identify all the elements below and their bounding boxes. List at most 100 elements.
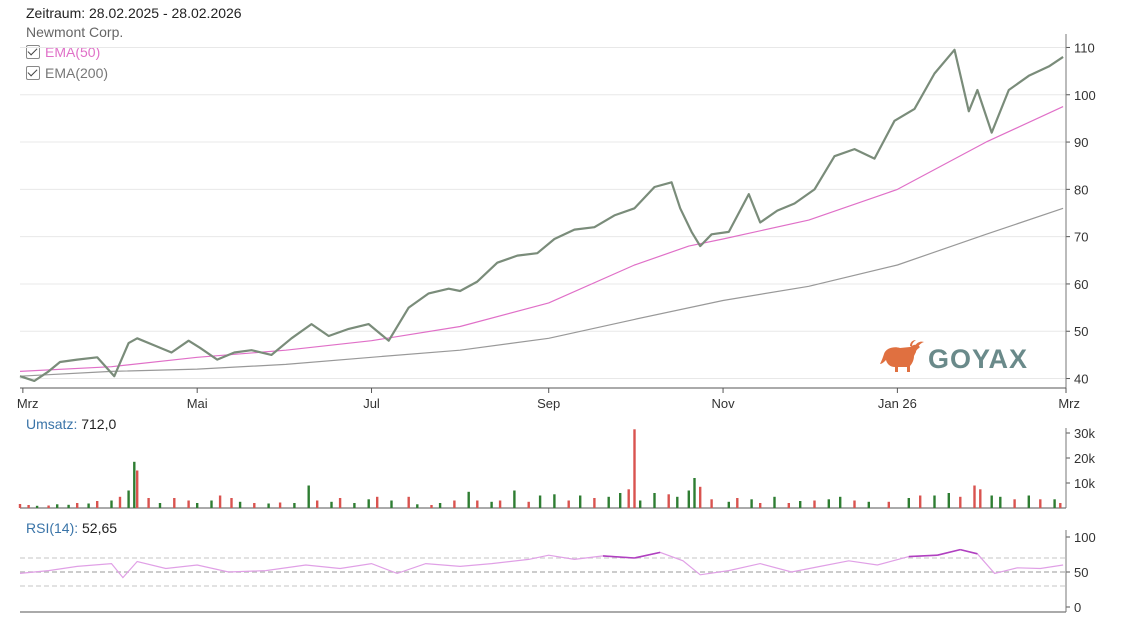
x-tick-label: Jan 26 (878, 396, 917, 411)
volume-bar (67, 504, 70, 509)
volume-bar (476, 500, 479, 508)
volume-bar (699, 486, 702, 509)
volume-bar (1027, 495, 1030, 508)
rsi-overbought-segment (937, 548, 961, 556)
volume-bar (527, 501, 530, 509)
volume-bar (1039, 499, 1042, 509)
price-tick-label: 80 (1074, 182, 1088, 197)
ema200-line (19, 207, 1064, 377)
volume-bar (467, 491, 470, 509)
volume-bar (759, 503, 762, 508)
rsi-series (19, 548, 1064, 579)
price-tick-label: 110 (1074, 40, 1095, 55)
rsi-label: RSI(14): 52,65 (26, 520, 117, 536)
volume-bar (919, 495, 922, 508)
volume-bar (947, 493, 950, 508)
volume-bar (173, 498, 176, 508)
goyax-wordmark: GOYAX (928, 344, 1028, 374)
volume-bar (979, 489, 982, 509)
volume-bar (736, 498, 739, 508)
volume-bars (18, 429, 1062, 509)
volume-bar (338, 498, 342, 508)
volume-label-value: 712,0 (81, 416, 117, 432)
price-grid (20, 46, 1066, 380)
volume-bar (498, 500, 502, 508)
volume-bar (47, 505, 50, 508)
volume-bar (187, 500, 190, 508)
volume-bar (490, 501, 493, 509)
rsi-label-value: 52,65 (82, 520, 118, 536)
volume-bar (438, 503, 442, 508)
legend-item-ema50[interactable]: EMA(50) (26, 43, 100, 61)
volume-bar (87, 503, 90, 508)
price-series (19, 48, 1064, 382)
rsi-overbought-segment (634, 551, 661, 559)
volume-bar (633, 429, 636, 509)
volume-bar (367, 499, 370, 509)
volume-bar (667, 494, 670, 509)
volume-bar (887, 501, 890, 509)
volume-bar (727, 501, 730, 509)
x-axis: Mrz Mai Jul Sep Nov Jan 26 Mrz (17, 387, 1080, 411)
legend-label-ema50: EMA(50) (45, 44, 101, 60)
price-axis: 40 50 60 70 80 90 100 110 (1065, 34, 1096, 388)
legend-label-ema200: EMA(200) (45, 65, 109, 81)
volume-bar (567, 500, 570, 508)
volume-bar (376, 496, 379, 509)
volume-bar (35, 505, 39, 509)
volume-bar (687, 490, 690, 508)
volume-label-name: Umsatz: (26, 416, 78, 432)
rsi-grid (20, 557, 1066, 613)
volume-bar (959, 496, 962, 509)
x-tick-label: Sep (537, 396, 560, 411)
volume-bar (907, 498, 910, 508)
volume-bar (990, 495, 993, 508)
volume-bar (799, 501, 802, 508)
volume-bar (676, 496, 679, 509)
volume-bar (18, 504, 22, 508)
volume-bar (230, 498, 233, 508)
volume-bar (513, 490, 516, 508)
volume-bar (607, 496, 610, 509)
volume-bar (1053, 499, 1056, 509)
volume-bar (999, 496, 1002, 509)
rsi-line (19, 548, 1064, 579)
volume-bar (593, 498, 596, 508)
volume-bar (538, 495, 542, 508)
volume-bar (750, 499, 753, 509)
volume-bar (196, 503, 199, 508)
x-tick-label: Mai (187, 396, 208, 411)
period-label: Zeitraum: 28.02.2025 - 28.02.2026 (26, 5, 242, 21)
price-tick-label: 70 (1074, 230, 1088, 245)
volume-bar (693, 478, 696, 508)
rsi-tick-label: 50 (1074, 565, 1088, 580)
volume-bar (710, 499, 713, 509)
volume-bar (127, 490, 130, 508)
price-tick-label: 50 (1074, 324, 1088, 339)
rsi-overbought-segment (602, 555, 635, 559)
volume-bar (639, 500, 642, 508)
rsi-tick-label: 100 (1074, 530, 1096, 545)
rsi-overbought-segment (908, 554, 938, 558)
volume-bar (218, 495, 222, 508)
x-tick-label: Mrz (17, 396, 39, 411)
instrument-name: Newmont Corp. (26, 24, 124, 40)
x-tick-label: Jul (363, 396, 380, 411)
legend-item-ema200[interactable]: EMA(200) (26, 64, 108, 82)
volume-bar (653, 493, 656, 508)
volume-bar (253, 503, 256, 508)
x-tick-label: Nov (711, 396, 735, 411)
volume-bar (278, 502, 282, 508)
rsi-label-name: RSI(14): (26, 520, 79, 536)
checkbox-ema200[interactable] (26, 66, 40, 80)
volume-bar (238, 501, 242, 509)
volume-axis: 10k 20k 30k (1065, 426, 1095, 508)
price-tick-label: 60 (1074, 277, 1088, 292)
checkbox-ema50[interactable] (26, 45, 40, 59)
volume-bar (787, 503, 790, 508)
volume-bar (627, 489, 630, 509)
volume-bar (773, 496, 776, 509)
bull-icon (880, 340, 924, 372)
volume-bar (210, 500, 213, 508)
rsi-axis: 0 50 100 (1065, 530, 1096, 615)
